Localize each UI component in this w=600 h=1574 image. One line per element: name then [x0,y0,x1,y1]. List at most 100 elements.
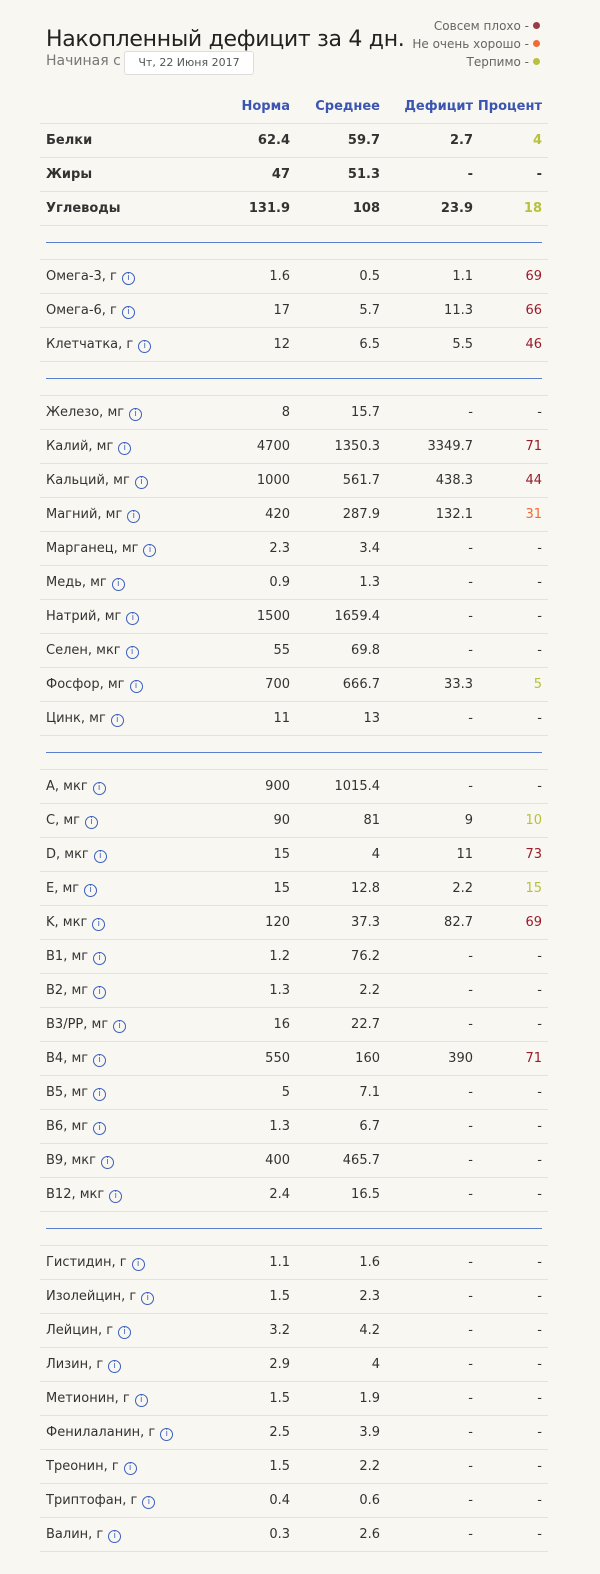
start-date-picker[interactable]: Чт, 22 Июня 2017 [124,51,254,75]
nutrient-label: Омега-3, г [46,268,117,284]
info-icon[interactable]: i [113,1019,127,1033]
average-cell: 108 [290,191,380,226]
norm-cell: 1.5 [220,1449,290,1484]
norm-cell: 1.6 [220,259,290,294]
nutrient-name: Изолейцин, г i [40,1279,220,1314]
deficit-cell: 82.7 [380,905,473,940]
percent-cell: - [473,939,548,974]
deficit-cell: - [380,1449,473,1484]
info-icon[interactable]: i [118,1325,132,1339]
norm-cell: 2.4 [220,1177,290,1212]
deficit-cell: - [380,1347,473,1382]
percent-cell: 46 [473,327,548,362]
info-icon[interactable]: i [134,475,148,489]
table-row: Омега-6, г i 17 5.7 11.3 66 [40,293,548,328]
average-cell: 1.3 [290,565,380,600]
info-icon[interactable]: i [111,577,125,591]
nutrient-label: Триптофан, г [46,1492,138,1508]
table-row: K, мкг i 120 37.3 82.7 69 [40,905,548,940]
norm-cell: 400 [220,1143,290,1178]
info-icon[interactable]: i [126,611,140,625]
info-icon[interactable]: i [123,1461,137,1475]
average-cell: 15.7 [290,395,380,430]
norm-cell: 62.4 [220,123,290,158]
info-icon[interactable]: i [110,713,124,727]
table-row: Натрий, мг i 1500 1659.4- - [40,599,548,634]
info-icon[interactable]: i [129,407,143,421]
info-icon[interactable]: i [118,441,132,455]
average-cell: 1350.3 [290,429,380,464]
info-icon[interactable]: i [108,1529,122,1543]
norm-cell: 0.3 [220,1517,290,1552]
nutrient-label: B6, мг [46,1118,89,1134]
average-cell: 1659.4 [290,599,380,634]
info-icon[interactable]: i [108,1359,122,1373]
percent-cell: - [473,395,548,430]
nutrient-label: Изолейцин, г [46,1288,137,1304]
info-icon[interactable]: i [93,1121,107,1135]
nutrient-name: Метионин, г i [40,1381,220,1416]
average-cell: 2.2 [290,973,380,1008]
average-cell: 3.4 [290,531,380,566]
info-icon[interactable]: i [143,543,157,557]
info-icon[interactable]: i [84,883,98,897]
info-icon[interactable]: i [141,1291,155,1305]
nutrient-name: C, мг i [40,803,220,838]
table-row: Метионин, г i 1.5 1.9- - [40,1381,548,1416]
info-icon[interactable]: i [129,679,143,693]
info-icon[interactable]: i [93,985,107,999]
norm-cell: 2.9 [220,1347,290,1382]
info-icon[interactable]: i [92,917,106,931]
percent-cell: 15 [473,871,548,906]
nutrient-label: Марганец, мг [46,540,139,556]
info-icon[interactable]: i [100,1155,114,1169]
deficit-cell: 2.7 [380,123,473,158]
table-row: B2, мг i 1.3 2.2- - [40,973,548,1008]
nutrient-name: Омега-6, г i [40,293,220,328]
deficit-cell: 3349.7 [380,429,473,464]
norm-cell: 11 [220,701,290,736]
info-icon[interactable]: i [93,849,107,863]
column-percent: Процент [477,98,542,114]
info-icon[interactable]: i [121,271,135,285]
info-icon[interactable]: i [109,1189,123,1203]
nutrient-name: Марганец, мг i [40,531,220,566]
info-icon[interactable]: i [134,1393,148,1407]
info-icon[interactable]: i [92,781,106,795]
info-icon[interactable]: i [125,645,139,659]
nutrient-label: B5, мг [46,1084,89,1100]
info-icon[interactable]: i [93,1087,107,1101]
norm-cell: 1000 [220,463,290,498]
info-icon[interactable]: i [93,1053,107,1067]
norm-cell: 15 [220,871,290,906]
nutrient-label: Жиры [46,167,93,182]
table-row: Углеводы 131.9 108 23.9 18 [40,191,548,226]
red-dot-icon [533,22,540,29]
average-cell: 16.5 [290,1177,380,1212]
table-row: Фенилаланин, г i 2.5 3.9- - [40,1415,548,1450]
info-icon[interactable]: i [93,951,107,965]
info-icon[interactable]: i [131,1257,145,1271]
deficit-cell: 438.3 [380,463,473,498]
percent-cell: 71 [473,429,548,464]
info-icon[interactable]: i [138,339,152,353]
average-cell: 4 [290,837,380,872]
column-deficit: Дефицит [404,98,473,114]
separator-cell [40,361,548,396]
info-icon[interactable]: i [127,509,141,523]
table-row: B5, мг i 5 7.1- - [40,1075,548,1110]
nutrient-label: K, мкг [46,914,88,930]
percent-cell: 31 [473,497,548,532]
group-separator [40,361,548,396]
norm-cell: 8 [220,395,290,430]
nutrient-name: Валин, г i [40,1517,220,1552]
info-icon[interactable]: i [160,1427,174,1441]
deficit-cell: 2.2 [380,871,473,906]
info-icon[interactable]: i [121,305,135,319]
info-icon[interactable]: i [84,815,98,829]
info-icon[interactable]: i [142,1495,156,1509]
legend-label: Не очень хорошо - [412,37,529,51]
average-cell: 13 [290,701,380,736]
percent-cell: - [473,1075,548,1110]
percent-cell: - [473,1381,548,1416]
